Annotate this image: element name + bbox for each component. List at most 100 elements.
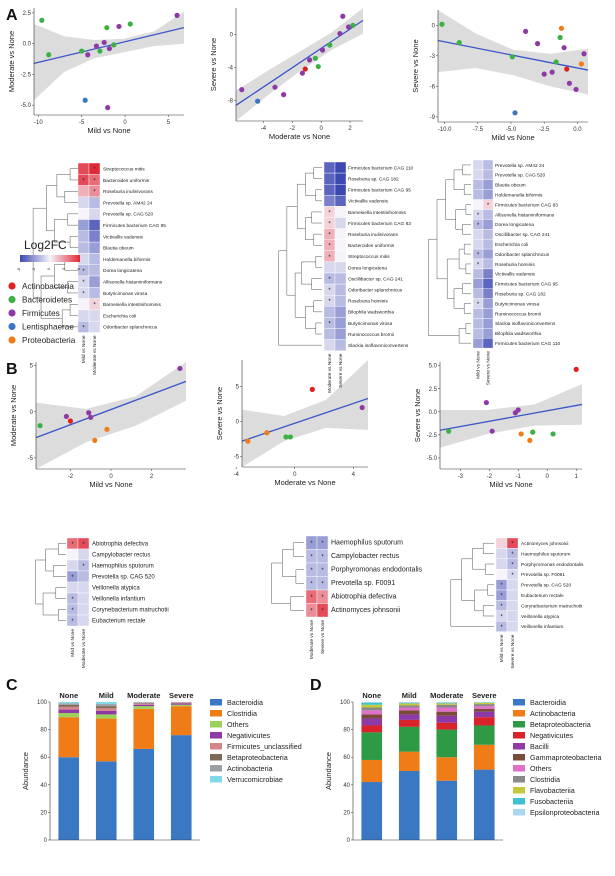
dendrogram-branch — [450, 579, 494, 627]
heatmap-row-label: Butyricimonas virosa — [103, 291, 148, 297]
y-axis-label: Severe vs None — [209, 38, 218, 91]
dendrogram-branch — [311, 211, 322, 224]
bar-segment — [58, 717, 80, 758]
bar-segment — [398, 710, 420, 715]
bar-segment — [361, 718, 383, 726]
category-label: Severe — [472, 691, 497, 700]
heatmap-row-label: Prevotella sp. CAG 520 — [495, 173, 545, 179]
heatmap-column-label: Severe vs None — [486, 351, 492, 385]
dendrogram-branch — [42, 592, 59, 616]
data-point — [337, 30, 343, 37]
dendrogram-branch — [305, 217, 314, 240]
significance-mark: * — [321, 582, 324, 588]
significance-mark: * — [500, 594, 503, 600]
data-point — [272, 84, 278, 90]
heatmap-cell — [334, 239, 347, 251]
dendrogram-branch — [35, 559, 46, 605]
dendrogram-branch — [482, 542, 494, 554]
legend-entry: Gammaproteobacteria — [530, 753, 602, 762]
heatmap-column-label: Moderate vs None — [81, 629, 87, 669]
bar-segment — [95, 708, 117, 711]
data-point — [302, 66, 308, 72]
legend-entry: Fusobacteriia — [530, 797, 573, 806]
heatmap-cell — [334, 217, 347, 229]
dendrogram-branch — [474, 589, 488, 612]
colorbar-tick-label: 3 — [62, 268, 66, 270]
heatmap-cell — [482, 169, 494, 180]
heatmap-cell — [482, 189, 494, 200]
y-tick-label: -2.5 — [21, 72, 32, 78]
bar-segment — [95, 706, 117, 709]
heatmap-row-label: Streptococcus mitis — [348, 254, 390, 260]
data-point — [255, 98, 261, 104]
x-tick-label: 5 — [167, 120, 171, 126]
legend-entry: Firmicutes — [22, 309, 60, 318]
heatmap-cell — [472, 238, 484, 250]
heatmap-cell — [77, 309, 90, 322]
data-point — [446, 428, 452, 434]
significance-mark: * — [82, 542, 85, 548]
heatmap-cell — [334, 272, 347, 285]
legend-marker — [8, 309, 16, 317]
significance-mark: * — [82, 280, 85, 286]
legend-swatch — [513, 699, 525, 706]
significance-mark: * — [71, 619, 74, 625]
data-point — [104, 25, 110, 31]
bar-segment — [473, 706, 495, 709]
heatmap-cell — [88, 309, 101, 322]
data-point — [319, 47, 326, 53]
bar-segment — [436, 780, 458, 840]
heatmap-row-label: Firmicutes bacterium CAG 83 — [348, 221, 411, 227]
data-point — [527, 437, 533, 444]
bar-segment — [436, 704, 458, 708]
data-point — [550, 431, 556, 437]
legend-entry: Actinobacteria — [530, 709, 576, 718]
legend-swatch — [210, 776, 222, 783]
significance-mark: * — [477, 262, 480, 268]
heatmap-ha3: Prevotella sp. AM42 24 Prevotella sp. CAG… — [428, 159, 561, 385]
bar-segment — [436, 729, 458, 758]
y-tick-label: -3 — [430, 54, 436, 60]
heatmap-cell — [506, 610, 519, 622]
colorbar-tick-label: 0 — [47, 268, 51, 270]
y-tick-label: 40 — [343, 783, 350, 789]
significance-mark: * — [82, 564, 85, 570]
data-point — [350, 22, 356, 28]
y-tick-label: -2.5 — [427, 433, 438, 439]
heatmap-cell — [88, 196, 101, 209]
confidence-band — [34, 11, 184, 101]
y-tick-label: 0 — [30, 410, 34, 416]
dendrogram-branch — [69, 304, 78, 316]
heatmap-row-label: Holdemanella biformis — [495, 192, 543, 198]
data-point — [93, 43, 100, 49]
heatmap-row-label: Barnesiella intestinihominis — [103, 302, 161, 308]
heatmap-row-label: Victivallis vadensis — [103, 234, 144, 240]
heatmap-hb1: * * Abiotrophia defectiva Campylobacter rec… — [35, 537, 169, 669]
panel-label-d: D — [310, 677, 322, 694]
heatmap-cell — [472, 278, 484, 289]
heatmap-row-label: Allisonella histaminiformans — [495, 212, 555, 218]
data-point — [104, 426, 110, 432]
legend-marker — [8, 322, 16, 331]
dendrogram-branch — [462, 164, 471, 176]
legend-entry: Actinobacteria — [22, 282, 74, 291]
legend-marker — [8, 336, 16, 344]
data-point — [509, 54, 515, 60]
heatmap-column-label: Severe vs None — [338, 353, 344, 387]
x-axis-label: Mild vs None — [489, 480, 532, 489]
significance-mark: * — [93, 167, 96, 173]
scatter-plot-a3: -10.0 -7.5 -5.0 -2.5 0.0 -9 -6 -3 0 Mild vs None S… — [411, 10, 589, 142]
y-tick-label: 60 — [343, 755, 350, 761]
y-tick-label: -9 — [430, 115, 436, 121]
dendrogram-branch — [313, 167, 322, 179]
heatmap-row-label: Campylobacter rectus — [331, 553, 400, 560]
significance-mark: * — [93, 303, 96, 309]
heatmap-cell — [334, 206, 347, 218]
data-point — [127, 21, 133, 27]
heatmap-cell — [77, 548, 90, 561]
confidence-band — [36, 362, 186, 469]
bar-segment — [398, 707, 420, 711]
heatmap-cell — [472, 338, 484, 349]
data-point — [439, 21, 445, 27]
heatmap-row-label: Slackia isoflavoniconvertens — [348, 343, 409, 349]
